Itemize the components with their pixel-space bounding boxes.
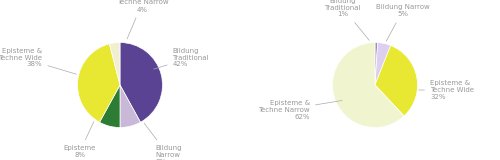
Text: Episteme
8%: Episteme 8% xyxy=(64,122,96,158)
Text: Bildung
Narrow
8%: Bildung Narrow 8% xyxy=(144,123,182,160)
Text: Bildung
Traditional
1%: Bildung Traditional 1% xyxy=(324,0,369,40)
Text: Bildung Narrow
5%: Bildung Narrow 5% xyxy=(376,4,430,41)
Wedge shape xyxy=(100,85,120,128)
Text: Episteme &
Techne Narrow
62%: Episteme & Techne Narrow 62% xyxy=(258,100,342,120)
Text: Episteme &
Techne Wide
32%: Episteme & Techne Wide 32% xyxy=(419,80,474,100)
Wedge shape xyxy=(375,45,418,116)
Text: Bildung
Traditional
42%: Bildung Traditional 42% xyxy=(154,48,209,69)
Wedge shape xyxy=(120,85,141,128)
Wedge shape xyxy=(332,43,404,128)
Wedge shape xyxy=(110,43,120,85)
Wedge shape xyxy=(375,43,378,85)
Wedge shape xyxy=(78,44,120,122)
Text: Episteme &
Techne Narrow
4%: Episteme & Techne Narrow 4% xyxy=(116,0,168,39)
Wedge shape xyxy=(375,43,390,85)
Text: Episteme &
Techne Wide
38%: Episteme & Techne Wide 38% xyxy=(0,48,76,74)
Wedge shape xyxy=(120,43,162,122)
